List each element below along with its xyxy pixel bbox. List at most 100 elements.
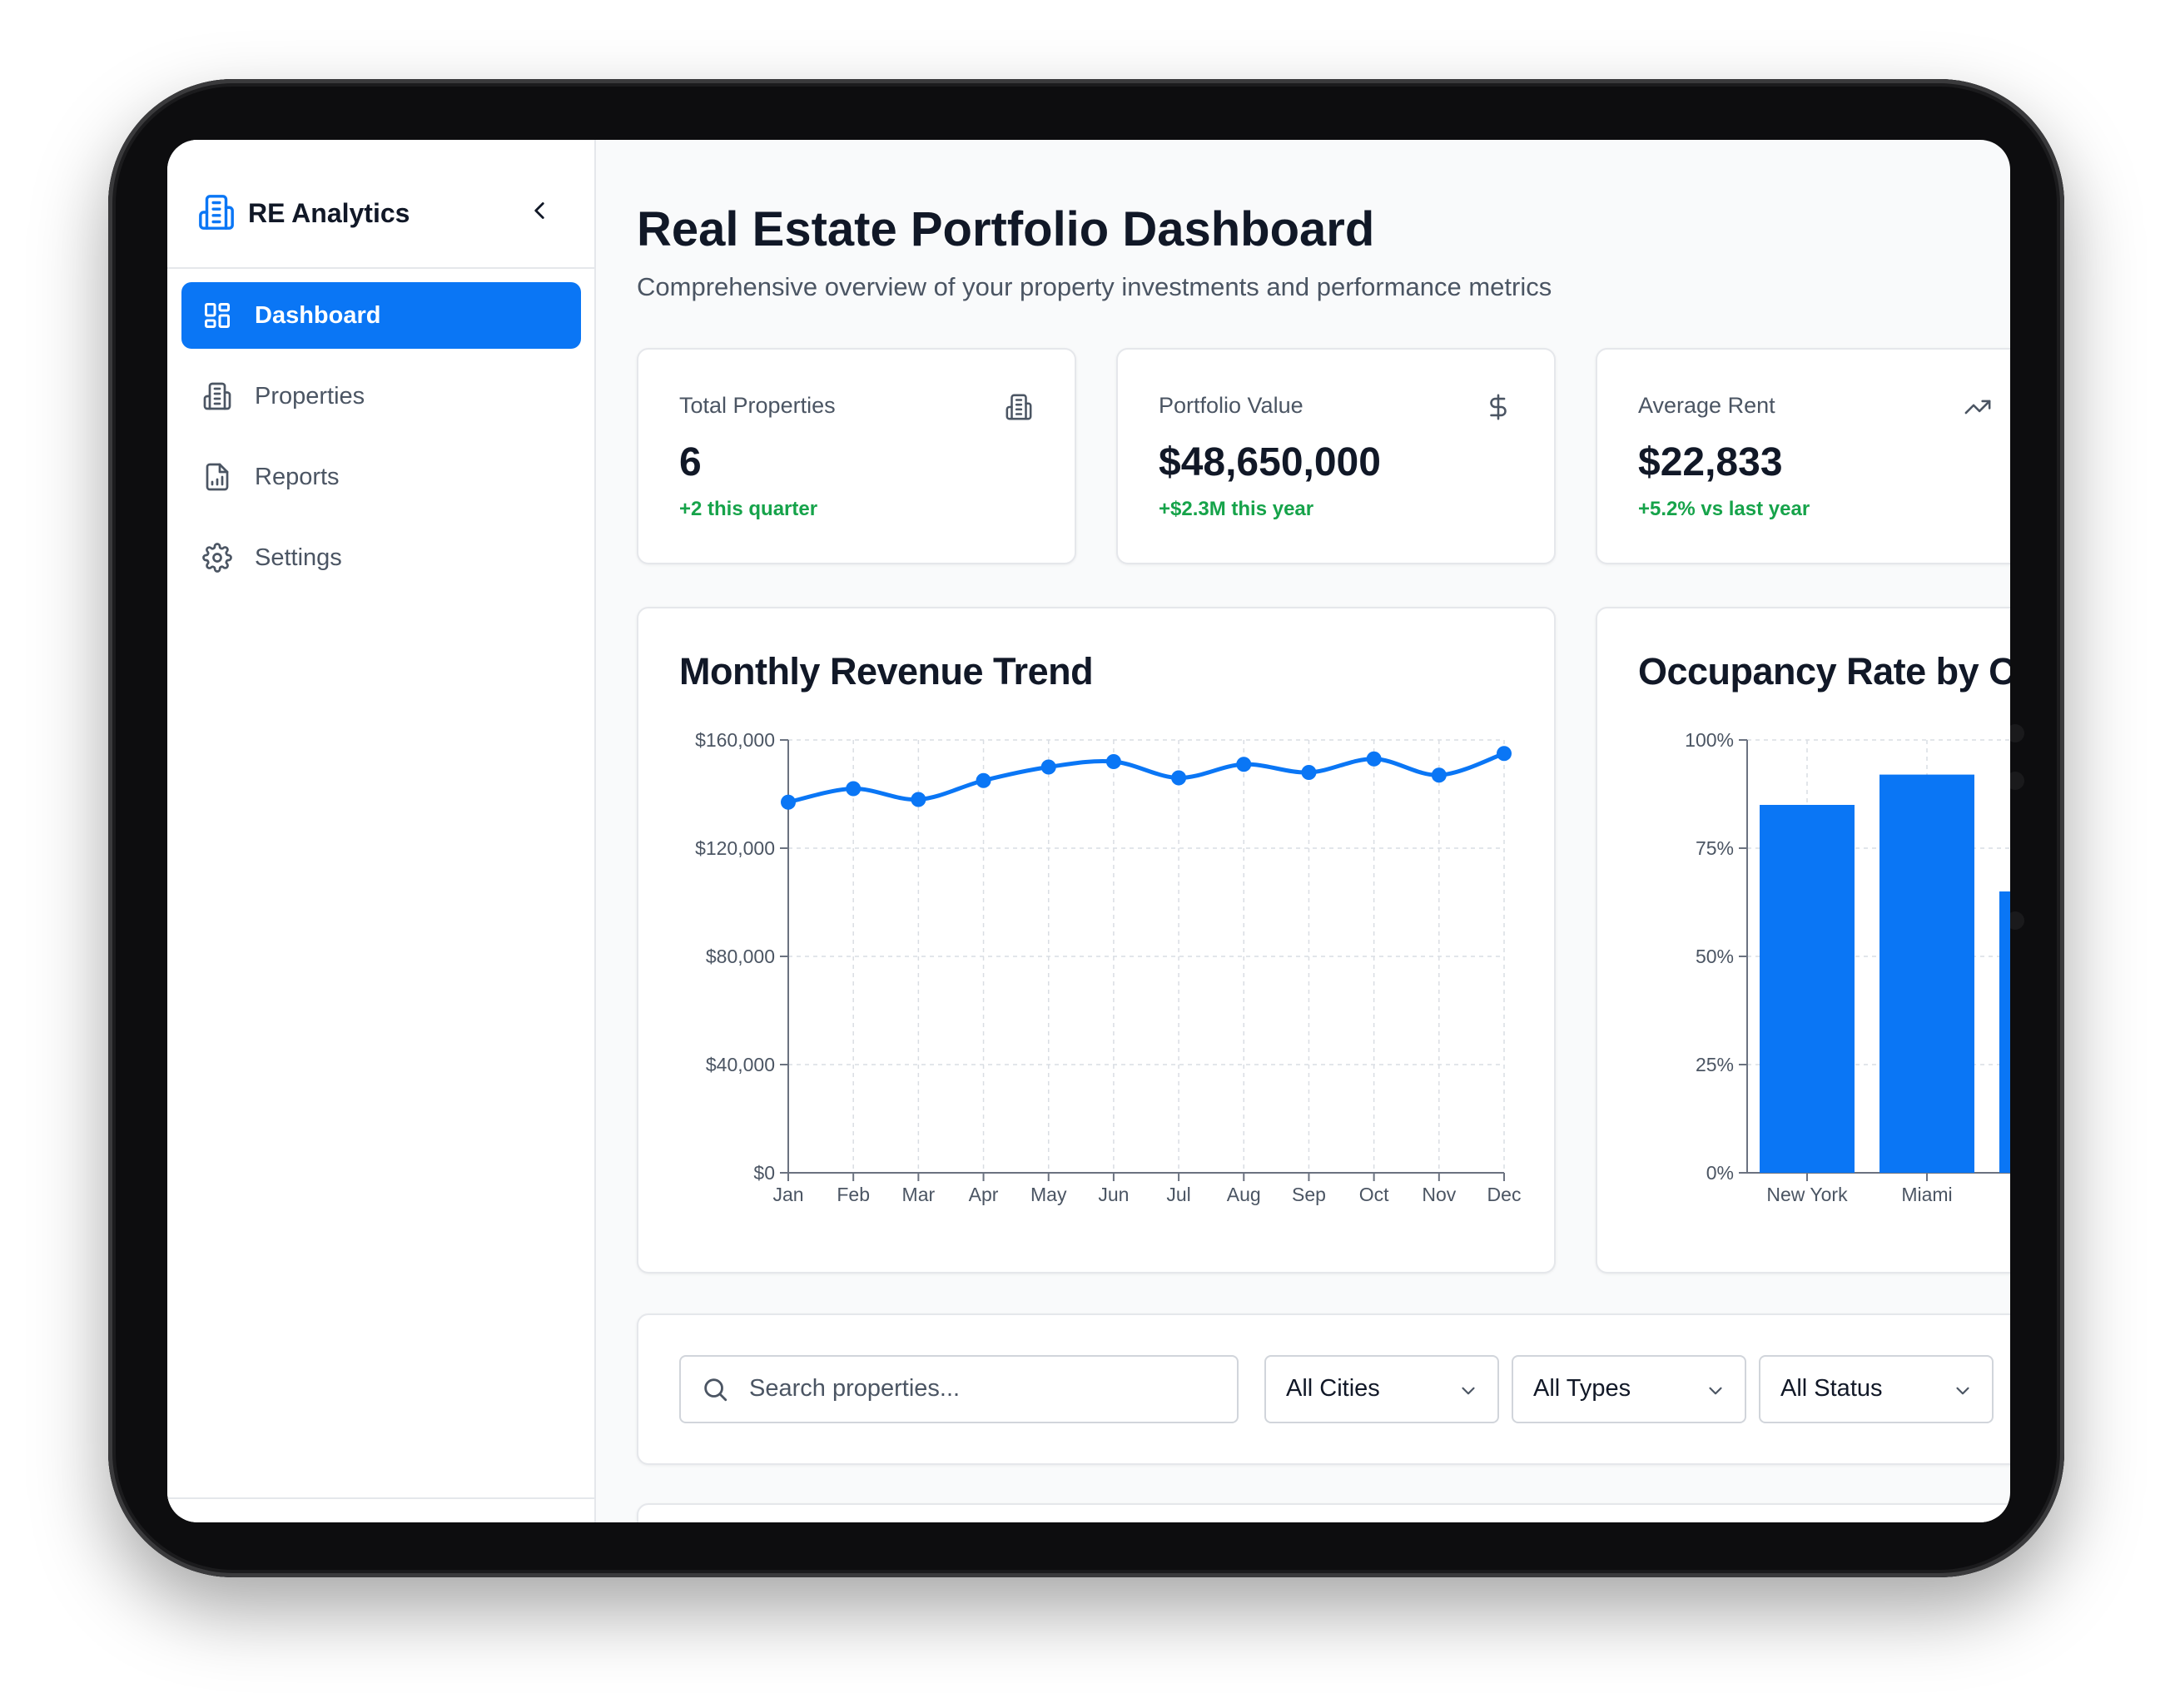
stat-change: +2 this quarter <box>679 498 818 520</box>
building-icon <box>1005 393 1033 425</box>
sidebar-item-reports[interactable]: Reports <box>181 444 581 510</box>
data-point <box>1301 765 1317 780</box>
device-sensor <box>2006 911 2024 930</box>
main-content: Real Estate Portfolio Dashboard Comprehe… <box>596 140 2010 1522</box>
sidebar: RE Analytics Dashboard Properties Repor <box>167 140 596 1522</box>
occupancy-bar <box>1760 805 1855 1173</box>
data-point <box>911 792 926 807</box>
x-tick-label: Jul <box>1166 1184 1190 1205</box>
file-chart-icon <box>202 462 232 499</box>
grid-icon <box>202 300 232 337</box>
sidebar-item-label: Properties <box>255 382 365 410</box>
search-input[interactable] <box>747 1367 1217 1410</box>
x-tick-label: May <box>1030 1184 1067 1205</box>
data-point <box>1040 759 1056 775</box>
chevron-down-icon <box>1457 1380 1479 1406</box>
x-tick-label: Jun <box>1098 1184 1129 1205</box>
building-icon <box>202 381 232 418</box>
occupancy-chart-card: Occupancy Rate by C 0% 25% 50% 75% 100% New Y… <box>1596 607 2010 1274</box>
x-tick-label: Jan <box>772 1184 803 1205</box>
x-tick-label: Sep <box>1292 1184 1326 1205</box>
occupancy-bar-chart: 0% 25% 50% 75% 100% New York Miami <box>1685 729 2010 1205</box>
chevron-left-icon <box>525 202 554 228</box>
sidebar-item-label: Reports <box>255 463 340 490</box>
device-camera <box>2006 772 2024 790</box>
filter-bar: All Cities All Types All Status <box>637 1313 2010 1465</box>
chart-title: Monthly Revenue Trend <box>679 650 1094 693</box>
city-select[interactable]: All Cities <box>1264 1355 1499 1423</box>
occupancy-bar <box>1999 891 2010 1173</box>
app-name: RE Analytics <box>248 198 410 228</box>
gear-icon <box>202 543 232 579</box>
data-point <box>976 772 991 788</box>
data-point <box>781 794 796 810</box>
dollar-icon <box>1484 393 1512 425</box>
data-point <box>1497 746 1512 762</box>
data-point <box>1105 754 1121 769</box>
x-tick-label: Feb <box>837 1184 870 1205</box>
sidebar-item-label: Settings <box>255 544 342 571</box>
search-box <box>679 1355 1239 1423</box>
search-icon <box>701 1375 729 1408</box>
stat-change: +$2.3M this year <box>1159 498 1314 520</box>
stat-card-total-properties: Total Properties 6 +2 this quarter <box>637 348 1076 564</box>
properties-table-card <box>637 1503 2010 1522</box>
select-value: All Cities <box>1286 1375 1380 1402</box>
chevron-down-icon <box>1705 1380 1726 1406</box>
occupancy-bar <box>1879 774 1974 1173</box>
y-tick-label: 0% <box>1706 1162 1734 1184</box>
collapse-sidebar-button[interactable] <box>525 196 554 229</box>
y-tick-label: $160,000 <box>695 729 775 751</box>
select-value: All Types <box>1533 1375 1631 1402</box>
data-point <box>1431 767 1447 783</box>
stat-value: 6 <box>679 440 702 484</box>
page-title: Real Estate Portfolio Dashboard <box>637 202 1375 256</box>
stat-card-portfolio-value: Portfolio Value $48,650,000 +$2.3M this … <box>1116 348 1556 564</box>
stat-label: Average Rent <box>1638 393 1775 418</box>
x-tick-label: Oct <box>1359 1184 1389 1205</box>
brand-header: RE Analytics <box>167 140 594 269</box>
stat-label: Total Properties <box>679 393 836 418</box>
sidebar-item-properties[interactable]: Properties <box>181 363 581 429</box>
stat-label: Portfolio Value <box>1159 393 1303 418</box>
stat-value: $22,833 <box>1638 440 1783 484</box>
y-tick-label: $80,000 <box>706 946 775 967</box>
sidebar-item-dashboard[interactable]: Dashboard <box>181 282 581 349</box>
chevron-down-icon <box>1952 1380 1974 1406</box>
sidebar-item-settings[interactable]: Settings <box>181 524 581 591</box>
chart-title: Occupancy Rate by C <box>1638 650 2010 693</box>
x-tick-label: New York <box>1766 1184 1848 1205</box>
building-icon <box>197 193 236 236</box>
trending-up-icon <box>1964 393 1992 425</box>
y-tick-label: $40,000 <box>706 1054 775 1075</box>
x-tick-label: Aug <box>1227 1184 1261 1205</box>
app-screen: RE Analytics Dashboard Properties Repor <box>167 140 2010 1522</box>
status-select[interactable]: All Status <box>1759 1355 1994 1423</box>
y-tick-label: 75% <box>1696 837 1734 859</box>
y-tick-label: 100% <box>1685 729 1734 751</box>
sidebar-footer-divider <box>167 1497 594 1499</box>
data-point <box>1366 751 1382 767</box>
x-tick-label: Apr <box>969 1184 999 1205</box>
x-tick-label: Miami <box>1901 1184 1952 1205</box>
sidebar-item-label: Dashboard <box>255 301 381 329</box>
stat-value: $48,650,000 <box>1159 440 1381 484</box>
revenue-line-chart: $0 $40,000 $80,000 $120,000 $160,000 Jan Feb Ma… <box>695 729 1522 1205</box>
data-point <box>1236 757 1252 772</box>
y-tick-label: 50% <box>1696 946 1734 967</box>
x-tick-label: Nov <box>1422 1184 1456 1205</box>
revenue-chart-card: Monthly Revenue Trend $0 $40,000 $80,000 $1… <box>637 607 1556 1274</box>
x-tick-label: Dec <box>1487 1184 1522 1205</box>
x-tick-label: Mar <box>902 1184 936 1205</box>
y-tick-label: $0 <box>753 1162 775 1184</box>
revenue-series-line <box>787 751 1505 805</box>
data-point <box>1171 770 1187 786</box>
page-subtitle: Comprehensive overview of your property … <box>637 272 1552 301</box>
y-tick-label: $120,000 <box>695 837 775 859</box>
device-sensor <box>2006 724 2024 742</box>
data-point <box>846 781 862 797</box>
type-select[interactable]: All Types <box>1512 1355 1746 1423</box>
stat-change: +5.2% vs last year <box>1638 498 1810 520</box>
y-tick-label: 25% <box>1696 1054 1734 1075</box>
select-value: All Status <box>1780 1375 1883 1402</box>
